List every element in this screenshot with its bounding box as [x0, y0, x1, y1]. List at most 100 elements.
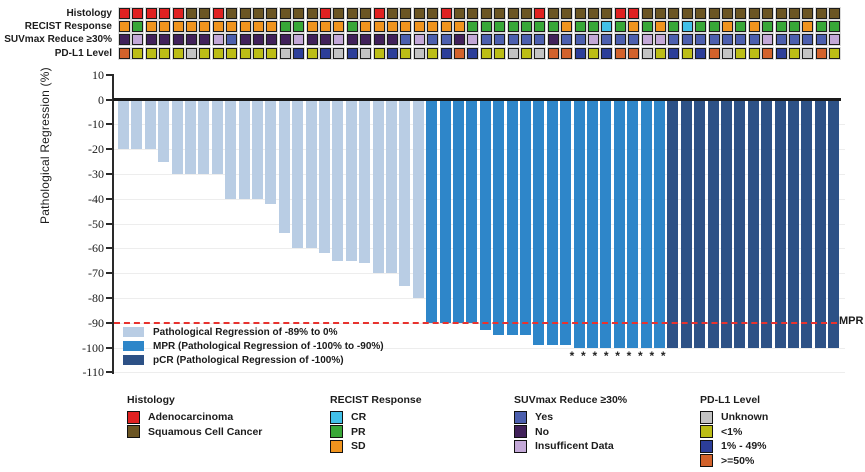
annotation-cell	[132, 47, 144, 59]
annotation-cell	[266, 8, 278, 19]
annotation-cell	[427, 8, 439, 19]
annotation-cell	[681, 34, 693, 46]
annotation-cell	[668, 21, 680, 33]
annotation-cell	[722, 8, 733, 19]
annotation-cell	[226, 21, 238, 33]
annotation-cell	[346, 34, 358, 46]
tick-mark	[106, 197, 112, 200]
legend-item-label: Adenocarcinoma	[148, 411, 234, 423]
annotation-cell	[655, 34, 666, 46]
annotation-cell	[628, 34, 640, 46]
annotation-cell	[668, 47, 680, 59]
annotation-cell	[333, 34, 345, 46]
tick-mark	[106, 123, 112, 126]
annotation-cell	[413, 34, 425, 46]
annotation-cell	[454, 21, 465, 33]
annotation-cell	[681, 21, 693, 33]
legend-swatch	[700, 454, 713, 467]
annotation-cell	[534, 47, 546, 59]
patient-bar	[747, 101, 759, 348]
annotation-cell	[815, 34, 827, 46]
annotation-cell	[748, 34, 760, 46]
tick-mark	[106, 73, 112, 76]
tick-mark	[106, 148, 112, 151]
gridline	[114, 372, 845, 374]
patient-bar	[198, 101, 210, 174]
patient-bar	[131, 101, 143, 150]
annotation-cell	[614, 47, 626, 59]
gridline	[114, 248, 845, 250]
patient-bar	[466, 101, 478, 323]
annotation-cell	[172, 21, 184, 33]
annotation-cell	[802, 47, 814, 59]
tick-mark	[106, 321, 112, 324]
annotation-cell	[601, 8, 613, 19]
tick-label: -20	[88, 142, 104, 157]
patient-bar	[694, 101, 706, 348]
annotation-cell	[628, 47, 640, 59]
patient-bar	[412, 101, 424, 298]
annotation-cell	[132, 21, 144, 33]
significance-asterisk: *	[615, 349, 620, 363]
patient-bar	[774, 101, 786, 348]
annotation-cell	[802, 8, 814, 19]
patient-bar	[600, 101, 612, 348]
annotation-cell	[373, 21, 385, 33]
annotation-cell	[199, 8, 211, 19]
annotation-cell	[641, 21, 653, 33]
annotation-cell	[373, 47, 385, 59]
tick-label: -70	[88, 266, 104, 281]
annotation-cell	[159, 21, 171, 33]
annotation-cell	[145, 47, 157, 59]
legend-item-recist: PR	[330, 425, 366, 439]
patient-bar	[680, 101, 692, 348]
annotation-cell	[360, 8, 372, 19]
annotation-cell	[212, 21, 224, 33]
patient-bar	[640, 101, 652, 348]
patient-bar	[546, 101, 558, 346]
gridline	[114, 198, 845, 200]
annotation-cell	[789, 21, 800, 33]
annotation-cell	[655, 8, 666, 19]
tick-label: 0	[98, 92, 104, 107]
annotation-cell	[480, 34, 492, 46]
annotation-cell	[681, 8, 693, 19]
annotation-cell	[534, 21, 546, 33]
annotation-cell	[655, 21, 666, 33]
annotation-cell	[320, 34, 331, 46]
tick-mark	[106, 247, 112, 250]
patient-bar	[118, 101, 129, 150]
gridline	[114, 223, 845, 225]
annotation-cell	[119, 21, 130, 33]
patient-bar	[654, 101, 665, 348]
tick-label: -80	[88, 290, 104, 305]
significance-asterisk: *	[638, 349, 643, 363]
annotation-cell	[722, 21, 733, 33]
annotation-cell	[119, 8, 130, 19]
tick-label: -40	[88, 191, 104, 206]
patient-bar	[332, 101, 344, 261]
annotation-cell	[387, 34, 398, 46]
track-label-pdl1: PD-L1 Level	[54, 47, 112, 59]
plot-legend-row-pcr: pCR (Pathological Regression of -100%)	[123, 354, 344, 366]
annotation-cell	[588, 21, 599, 33]
annotation-cell	[454, 8, 465, 19]
mpr-color-swatch	[123, 341, 144, 351]
patient-bar	[453, 101, 464, 323]
annotation-cell	[333, 8, 345, 19]
legend-swatch	[514, 410, 527, 424]
legend-swatch	[700, 410, 713, 424]
tick-mark	[106, 222, 112, 225]
tick-label: -50	[88, 216, 104, 231]
patient-bar	[493, 101, 505, 336]
annotation-cell	[226, 47, 238, 59]
annotation-cell	[829, 8, 841, 19]
annotation-cell	[762, 34, 774, 46]
patient-bar	[171, 101, 183, 174]
patient-bar	[144, 101, 156, 150]
annotation-cell	[507, 21, 519, 33]
annotation-cell	[762, 47, 774, 59]
annotation-cell	[239, 47, 251, 59]
annotation-cell	[212, 8, 224, 19]
annotation-cell	[226, 8, 238, 19]
